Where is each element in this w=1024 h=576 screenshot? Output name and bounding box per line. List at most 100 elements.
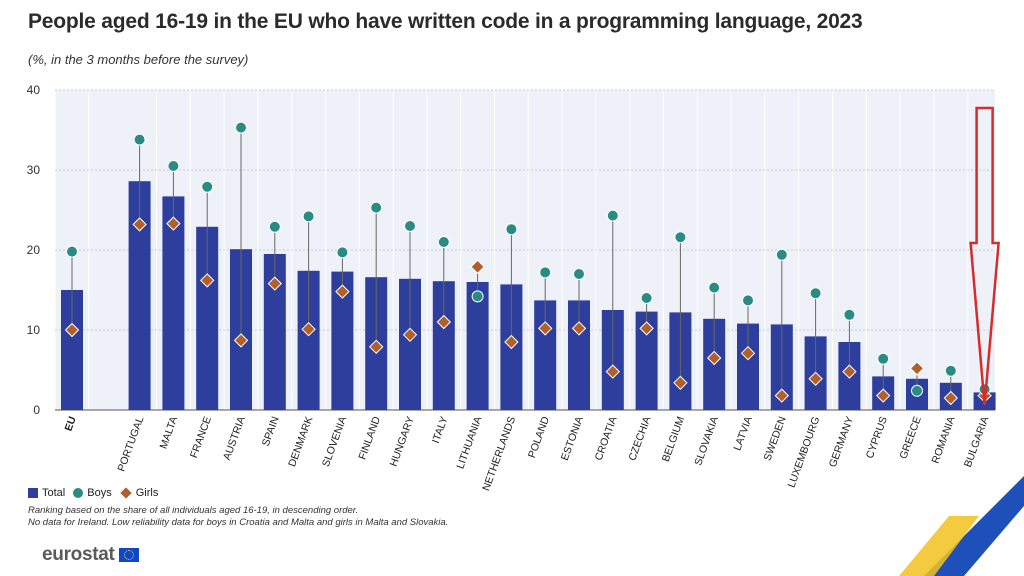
point-girls <box>470 259 485 275</box>
legend-swatch-boys <box>73 488 84 498</box>
bar-total <box>162 196 185 410</box>
point-girls <box>64 322 80 338</box>
y-tick-label: 20 <box>27 243 41 257</box>
bar-total <box>196 226 219 410</box>
point-boys <box>674 231 687 244</box>
point-girls <box>943 390 959 406</box>
legend-label-boys: Boys <box>87 487 112 499</box>
point-boys <box>640 292 653 304</box>
x-tick-label: SPAIN <box>260 415 282 448</box>
x-tick-label: BELGIUM <box>660 415 687 464</box>
point-girls <box>605 364 621 379</box>
point-boys <box>809 287 822 300</box>
bar-total <box>61 290 83 410</box>
bar-total <box>263 254 286 410</box>
bar-total <box>737 323 759 410</box>
bar-total <box>297 270 320 410</box>
x-tick-label: EU <box>63 415 79 433</box>
legend-label-total: Total <box>42 487 66 499</box>
point-girls <box>368 339 384 355</box>
legend-item-total: Total <box>28 487 65 499</box>
point-boys <box>404 220 416 232</box>
x-tick-label: GREECE <box>897 415 923 461</box>
point-girls <box>132 217 147 232</box>
point-girls <box>740 345 756 361</box>
point-boys <box>911 384 923 397</box>
x-tick-label: CZECHIA <box>626 415 653 462</box>
point-boys <box>201 180 214 193</box>
point-girls <box>335 284 350 299</box>
x-tick-label: DENMARK <box>286 415 315 468</box>
point-boys <box>708 281 721 294</box>
legend-swatch-total <box>28 488 38 498</box>
legend-item-girls: Girls <box>120 487 158 499</box>
y-tick-label: 30 <box>27 163 41 177</box>
point-boys <box>370 201 383 214</box>
point-girls <box>673 375 688 391</box>
point-girls <box>402 327 418 343</box>
x-tick-label: SLOVAKIA <box>692 415 721 467</box>
x-tick-label: NETHERLANDS <box>480 415 518 493</box>
point-boys <box>742 294 754 307</box>
corner-stripe-yellow <box>899 516 979 576</box>
x-tick-label: AUSTRIA <box>221 415 248 462</box>
footnote-ranking: Ranking based on the share of all indivi… <box>28 505 359 516</box>
chart-subtitle: (%, in the 3 months before the survey) <box>28 52 249 67</box>
point-girls <box>639 321 654 336</box>
x-tick-label: SLOVENIA <box>320 415 349 468</box>
bar-total <box>331 271 354 410</box>
y-tick-label: 0 <box>33 403 40 417</box>
corner-decoration <box>899 476 1024 576</box>
x-tick-label: LUXEMBOURG <box>786 415 823 489</box>
x-tick-label: MALTA <box>158 415 181 451</box>
x-tick-label: POLAND <box>526 415 552 460</box>
x-tick-label: HUNGARY <box>388 415 417 468</box>
point-girls <box>436 314 452 330</box>
x-tick-label: LITHUANIA <box>454 415 484 471</box>
bar-total <box>432 281 455 410</box>
point-boys <box>66 245 78 258</box>
x-tick-label: CROATIA <box>593 415 620 462</box>
point-boys <box>235 121 247 134</box>
point-girls <box>504 334 519 350</box>
point-girls <box>808 371 823 387</box>
point-girls <box>537 321 553 336</box>
logo-text: eurostat <box>42 544 115 565</box>
eu-flag-icon <box>118 548 139 562</box>
point-girls <box>267 276 283 291</box>
point-girls <box>199 273 215 288</box>
point-girls <box>166 216 181 231</box>
y-tick-label: 40 <box>27 83 41 97</box>
x-tick-label: BULGARIA <box>962 415 991 469</box>
x-tick-label: ESTONIA <box>559 415 586 462</box>
point-boys <box>505 223 518 236</box>
point-girls <box>842 364 857 379</box>
point-boys <box>336 246 349 259</box>
point-boys <box>539 266 552 279</box>
point-boys <box>302 210 315 223</box>
x-tick-label: LATVIA <box>731 415 754 452</box>
legend-swatch-girls <box>120 487 132 499</box>
point-girls <box>909 361 925 376</box>
legend: Total Boys Girls <box>28 487 158 499</box>
x-tick-label: FINLAND <box>356 415 383 462</box>
x-tick-label: ITALY <box>430 415 451 445</box>
x-tick-label: SWEDEN <box>762 415 789 462</box>
x-tick-label: ROMANIA <box>930 415 958 465</box>
bar-total <box>399 278 421 410</box>
point-boys <box>944 364 957 377</box>
legend-item-boys: Boys <box>73 487 112 499</box>
x-tick-label: CYPRUS <box>864 415 890 460</box>
point-boys <box>437 236 450 248</box>
point-girls <box>706 350 722 366</box>
x-tick-label: PORTUGAL <box>115 415 146 473</box>
bar-total <box>466 282 489 410</box>
point-boys <box>471 290 484 303</box>
point-girls <box>875 388 891 403</box>
eurostat-logo: eurostat <box>42 544 139 566</box>
point-girls <box>301 321 316 337</box>
point-girls <box>571 321 587 336</box>
point-girls <box>233 333 249 348</box>
chart-title: People aged 16-19 in the EU who have wri… <box>28 10 863 33</box>
